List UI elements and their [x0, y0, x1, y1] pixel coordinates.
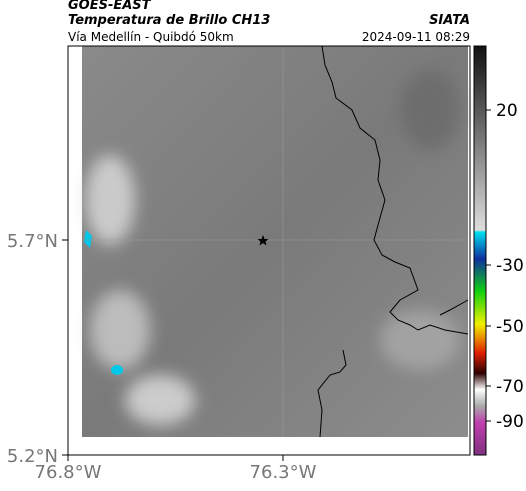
colorbar	[473, 45, 487, 456]
map	[67, 45, 471, 456]
x-tick-label: 76.8°W	[35, 462, 102, 483]
title: Temperatura de Brillo CH13	[68, 13, 270, 28]
colorbar-tick-label: 20	[496, 101, 518, 121]
org: SIATA	[429, 13, 470, 28]
colorbar-tick-label: -50	[496, 317, 524, 337]
colorbar-tick-label: -30	[496, 256, 524, 276]
colorbar-tick-label: -70	[496, 377, 524, 397]
y-tick-label: 5.2°N	[7, 446, 58, 467]
route: Vía Medellín - Quibdó 50km	[68, 30, 234, 44]
datetime: 2024-09-11 08:29	[362, 30, 470, 44]
y-tick-label: 5.7°N	[7, 231, 58, 252]
colorbar-tick-label: -90	[496, 412, 524, 432]
source: GOES-EAST	[68, 0, 152, 13]
x-tick-label: 76.3°W	[250, 462, 317, 483]
